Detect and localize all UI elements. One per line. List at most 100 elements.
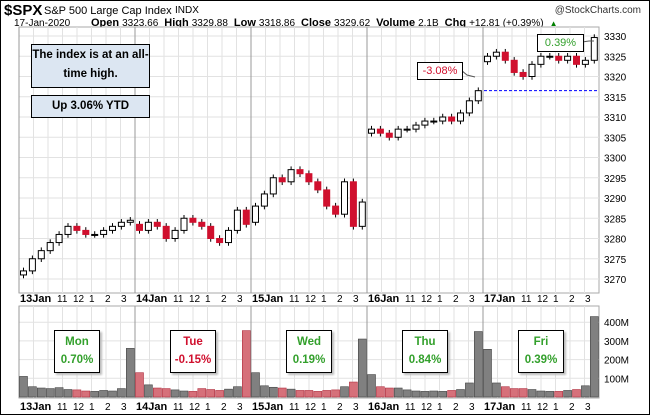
x-hour-label: 2: [337, 294, 343, 305]
x-hour-label: 11: [521, 294, 532, 305]
x-hour-label: 3: [353, 402, 359, 413]
x-hour-label: 12: [305, 402, 317, 413]
day-change-box: Thu 0.84%: [402, 330, 448, 373]
volume-bar: [108, 390, 117, 398]
day-change-box: Fri 0.39%: [518, 330, 564, 373]
volume-bar: [376, 386, 385, 398]
volume-bar: [589, 316, 599, 398]
candle-body: [385, 132, 393, 138]
stat-label: Close: [301, 17, 332, 29]
day-change-box: Tue -0.15%: [170, 330, 216, 373]
x-hour-label: 11: [173, 294, 184, 305]
volume-bar: [420, 391, 430, 398]
x-day-label: 16Jan: [368, 401, 399, 413]
candle-body: [376, 128, 384, 134]
volume-bar: [492, 382, 501, 398]
price-tick-label: 3270: [604, 275, 627, 286]
volume-bar: [268, 386, 278, 398]
stat-label: Volume: [376, 17, 416, 29]
candle-body: [439, 116, 447, 122]
x-hour-label: 11: [57, 294, 68, 305]
symbol: $SPX: [4, 2, 43, 19]
candle-body: [82, 229, 90, 235]
x-hour-label: 12: [305, 294, 317, 305]
day-box-change: 0.70%: [60, 354, 94, 366]
x-hour-label: 12: [189, 402, 201, 413]
volume-bar: [402, 389, 412, 398]
price-tick-label: 3315: [604, 93, 627, 104]
x-hour-label: 12: [421, 402, 433, 413]
day-change-box: Wed 0.19%: [286, 330, 332, 373]
volume-bar: [45, 388, 55, 398]
volume-bar: [295, 390, 305, 398]
candle-body: [421, 120, 429, 126]
price-tick-label: 3310: [604, 113, 627, 124]
volume-bar: [331, 389, 340, 398]
day-box-change: -0.15%: [174, 354, 212, 366]
volume-bar: [81, 390, 91, 398]
x-hour-label: 11: [57, 402, 68, 413]
volume-bar: [304, 390, 314, 398]
candle-body: [278, 177, 286, 183]
volume-bar: [527, 389, 537, 398]
triangle-up-icon: ▲: [549, 19, 558, 28]
candle-body: [332, 205, 340, 215]
stat-label: Low: [233, 17, 256, 29]
candle-body: [305, 173, 313, 183]
volume-tick-label: 300M: [604, 337, 629, 348]
candle-body: [73, 225, 81, 231]
volume-bar: [28, 386, 37, 398]
x-day-label: 14Jan: [136, 401, 167, 413]
candle-body: [510, 59, 518, 73]
volume-bar: [126, 348, 135, 398]
volume-bar: [322, 390, 332, 398]
x-hour-label: 3: [121, 402, 127, 413]
volume-bar: [206, 389, 215, 398]
candle-body: [394, 128, 402, 138]
price-tick-label: 3285: [604, 214, 627, 225]
volume-bar: [188, 391, 198, 398]
volume-bar: [197, 388, 207, 398]
price-tick-label: 3275: [604, 255, 627, 266]
candle-body: [546, 55, 554, 58]
price-tick-label: 3290: [604, 194, 627, 205]
candle-body: [225, 229, 232, 244]
volume-bar: [260, 385, 269, 398]
x-hour-label: 3: [237, 402, 243, 413]
volume-bar: [153, 387, 162, 398]
x-hour-label: 2: [569, 294, 575, 305]
candle-body: [484, 55, 491, 63]
volume-bar: [251, 372, 260, 398]
candle-body: [296, 169, 304, 175]
x-hour-label: 2: [105, 294, 111, 305]
x-day-label: 17Jan: [484, 293, 515, 305]
x-hour-label: 11: [405, 402, 416, 413]
candle-body: [501, 51, 509, 61]
volume-bar: [465, 382, 474, 398]
candle-body: [590, 37, 598, 61]
day-box-day: Thu: [414, 336, 436, 348]
candle-body: [153, 221, 161, 227]
volume-bar: [117, 388, 126, 398]
exchange: INDX: [175, 5, 199, 16]
volume-tick-label: 100M: [604, 374, 629, 385]
volume-bar: [340, 386, 349, 398]
candle-body: [269, 177, 277, 195]
candle-body: [349, 181, 357, 227]
x-hour-label: 12: [189, 294, 201, 305]
x-hour-label: 2: [453, 402, 459, 413]
gap-label-pointer: [460, 69, 476, 78]
stat-label: Open: [91, 17, 120, 29]
day-box-change: 0.84%: [408, 354, 442, 366]
price-tick-label: 3325: [604, 52, 627, 63]
x-hour-label: 1: [437, 402, 443, 413]
day-box-change: 0.19%: [292, 354, 326, 366]
x-hour-label: 2: [453, 294, 459, 305]
volume-bar: [54, 387, 64, 398]
volume-bar: [313, 391, 323, 398]
x-hour-label: 3: [469, 294, 475, 305]
candle-body: [109, 225, 116, 231]
candle-body: [573, 55, 580, 65]
x-hour-label: 1: [205, 294, 211, 305]
volume-bar: [509, 388, 519, 398]
